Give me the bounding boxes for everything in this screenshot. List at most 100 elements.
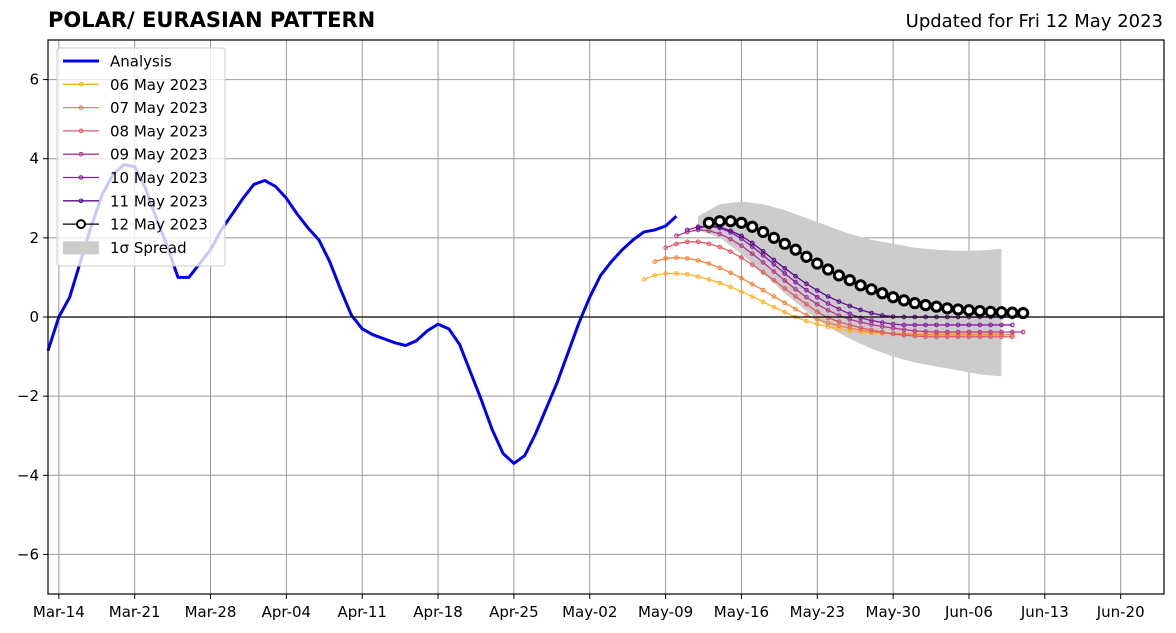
series-point bbox=[999, 329, 1004, 335]
series-point bbox=[1009, 322, 1015, 328]
chart-subtitle: Updated for Fri 12 May 2023 bbox=[905, 11, 1163, 32]
series-point bbox=[728, 270, 733, 276]
series-point bbox=[652, 259, 658, 264]
series-point bbox=[988, 322, 993, 328]
series-point bbox=[793, 286, 798, 292]
series-line bbox=[643, 272, 1002, 335]
series-point bbox=[771, 257, 777, 263]
series-point bbox=[804, 287, 809, 293]
series-point bbox=[955, 334, 961, 340]
axes: Mar-14 Mar-21 Mar-28 Apr-04 Apr-11 Apr-18 Apr-… bbox=[17, 39, 1165, 621]
series-point bbox=[822, 263, 835, 276]
series-point bbox=[728, 228, 733, 234]
series-point bbox=[739, 233, 744, 239]
x-tick-label: Apr-11 bbox=[337, 603, 387, 621]
series-point bbox=[901, 332, 907, 338]
series-point bbox=[717, 244, 723, 250]
series-line bbox=[687, 225, 1013, 326]
series-point bbox=[782, 309, 788, 315]
series-point bbox=[836, 299, 842, 304]
series-point bbox=[702, 216, 716, 229]
series-point bbox=[876, 287, 889, 300]
series-point bbox=[804, 318, 809, 324]
series-line bbox=[676, 229, 1024, 333]
series-point bbox=[739, 289, 744, 295]
series-point bbox=[923, 322, 928, 328]
series-point bbox=[749, 262, 755, 268]
series-point bbox=[930, 300, 943, 313]
series-point bbox=[869, 318, 874, 323]
series-point bbox=[977, 329, 983, 335]
series-point bbox=[869, 310, 874, 316]
series-point bbox=[728, 284, 733, 290]
legend-label: 12 May 2023 bbox=[110, 216, 208, 234]
series-point bbox=[793, 279, 798, 285]
x-tick-label: Apr-04 bbox=[262, 603, 312, 621]
x-tick-label: Apr-18 bbox=[413, 603, 463, 621]
series-point bbox=[652, 273, 658, 278]
series-point bbox=[999, 334, 1004, 340]
series-point bbox=[890, 321, 896, 327]
series-point bbox=[735, 216, 748, 229]
legend-swatch-spread bbox=[63, 241, 99, 255]
series-point bbox=[771, 269, 777, 274]
series-point bbox=[749, 240, 755, 246]
plot-border bbox=[47, 39, 1165, 595]
series-point bbox=[760, 287, 766, 293]
legend: Analysis 06 May 2023 07 May 2023 08 May 202… bbox=[56, 47, 226, 267]
legend-swatch-marker bbox=[76, 219, 86, 230]
series-point bbox=[825, 301, 831, 306]
series-point bbox=[966, 329, 972, 335]
series-point bbox=[944, 329, 950, 335]
series-point bbox=[814, 309, 820, 315]
y-tick-label: 2 bbox=[29, 229, 39, 247]
series-point bbox=[782, 278, 788, 283]
series-point bbox=[923, 334, 928, 340]
series-point bbox=[858, 307, 863, 313]
x-tick-label: May-30 bbox=[866, 603, 921, 621]
series-point bbox=[760, 248, 766, 254]
x-tick-label: Mar-21 bbox=[109, 603, 161, 621]
legend-label: 08 May 2023 bbox=[110, 122, 208, 140]
y-tick-label: −4 bbox=[17, 466, 39, 484]
x-tick-label: Apr-25 bbox=[489, 603, 539, 621]
series-point bbox=[901, 322, 907, 328]
series-point bbox=[988, 329, 993, 335]
legend-swatch-marker bbox=[78, 198, 84, 204]
x-tick-label: Mar-14 bbox=[33, 603, 85, 621]
series-point bbox=[912, 333, 918, 339]
series-point bbox=[858, 315, 863, 321]
series-point bbox=[739, 243, 744, 249]
x-tick-label: Jun-20 bbox=[1096, 603, 1145, 621]
series-point bbox=[919, 299, 932, 312]
y-tick-label: 4 bbox=[29, 150, 39, 168]
series-point bbox=[934, 334, 939, 340]
series-point bbox=[977, 322, 983, 328]
series-point bbox=[804, 301, 809, 307]
series-point bbox=[825, 320, 831, 326]
series-point bbox=[706, 228, 712, 234]
legend-label: Analysis bbox=[110, 53, 172, 71]
series-point bbox=[814, 301, 820, 307]
series-point bbox=[804, 294, 809, 300]
series-point bbox=[674, 255, 679, 260]
series-point bbox=[684, 256, 690, 261]
series-point bbox=[962, 304, 976, 317]
series-point bbox=[897, 294, 911, 307]
series-point bbox=[739, 236, 744, 241]
series-point bbox=[944, 322, 950, 328]
series-point bbox=[934, 329, 939, 335]
series-point bbox=[663, 245, 668, 251]
legend-label: 10 May 2023 bbox=[110, 169, 208, 187]
series-point bbox=[757, 225, 770, 239]
series-point bbox=[804, 281, 809, 287]
series-point bbox=[836, 319, 842, 325]
series-point bbox=[782, 265, 788, 271]
series-point bbox=[778, 237, 791, 250]
series-point bbox=[771, 262, 777, 267]
series-point bbox=[847, 311, 853, 317]
series-point bbox=[858, 319, 863, 325]
series-point bbox=[684, 229, 690, 235]
series-point bbox=[760, 260, 766, 265]
